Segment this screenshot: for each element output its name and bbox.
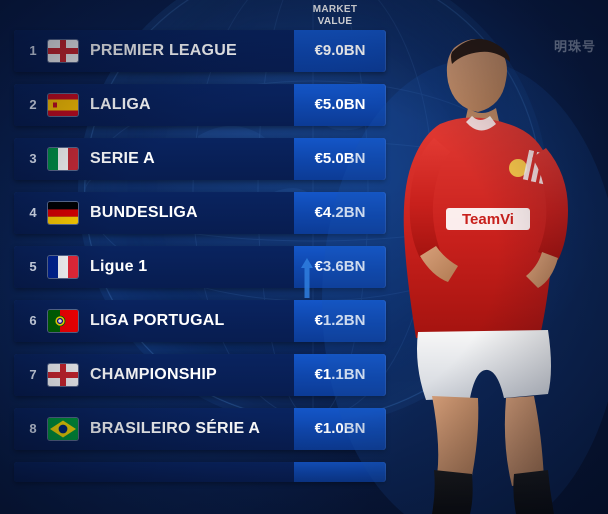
flag-spain-icon — [48, 94, 78, 116]
league-name: Ligue 1 — [90, 258, 148, 275]
row-value-cell — [294, 462, 386, 482]
table-row-partial[interactable] — [14, 462, 386, 482]
market-value: €1.1BN — [314, 366, 366, 383]
flag-england-icon — [48, 364, 78, 386]
flag-brazil-icon — [48, 418, 78, 440]
league-name: SERIE A — [90, 150, 155, 167]
watermark-text: 明珠号 — [553, 39, 596, 54]
league-name: PREMIER LEAGUE — [90, 42, 237, 59]
table-row[interactable]: 8 BRASILEIRO SÉRIE A €1.0BN — [14, 408, 386, 450]
table-row[interactable]: 5 Ligue 1 €3.6BN — [14, 246, 386, 288]
rank-label: 3 — [29, 151, 37, 166]
market-value: €9.0BN — [314, 42, 366, 59]
rank-label: 4 — [29, 205, 37, 220]
market-value-line1: MARKET — [312, 4, 358, 15]
league-name: BUNDESLIGA — [90, 204, 198, 221]
table-row[interactable]: 4 BUNDESLIGA €4.2BN — [14, 192, 386, 234]
flag-italy-icon — [48, 148, 78, 170]
rank-label: 5 — [29, 259, 37, 274]
table-row[interactable]: 3 SERIE A €5.0BN — [14, 138, 386, 180]
flag-germany-icon — [48, 202, 78, 224]
league-name: LIGA PORTUGAL — [90, 312, 225, 329]
rank-label: 7 — [29, 367, 37, 382]
flag-portugal-icon — [48, 310, 78, 332]
rank-label: 1 — [29, 43, 37, 58]
rank-label: 2 — [29, 97, 37, 112]
rank-label: 8 — [29, 421, 37, 436]
market-value: €1.2BN — [314, 312, 366, 329]
flag-england-icon — [48, 40, 78, 62]
table-row[interactable]: 2 LALIGA €5.0BN — [14, 84, 386, 126]
table-row[interactable]: 1 PREMIER LEAGUE €9.0BN — [14, 30, 386, 72]
flag-france-icon — [48, 256, 78, 278]
market-value: €1.0BN — [314, 420, 366, 437]
market-value: €5.0BN — [314, 150, 366, 167]
league-value-table: 1 PREMIER LEAGUE €9.0BN 2 LALIGA €5.0BN … — [14, 30, 386, 494]
market-value-line2: VALUE — [317, 16, 353, 27]
up-arrow-icon — [301, 258, 313, 298]
rank-label: 6 — [29, 313, 37, 328]
league-name: CHAMPIONSHIP — [90, 366, 217, 383]
market-value: €4.2BN — [314, 204, 366, 221]
market-value-header: MARKET VALUE — [295, 4, 375, 28]
league-name: BRASILEIRO SÉRIE A — [90, 420, 261, 437]
table-row[interactable]: 6 LIGA PORTUGAL €1.2BN — [14, 300, 386, 342]
league-name: LALIGA — [90, 96, 151, 113]
table-row[interactable]: 7 CHAMPIONSHIP €1.1BN — [14, 354, 386, 396]
market-value: €5.0BN — [314, 96, 366, 113]
